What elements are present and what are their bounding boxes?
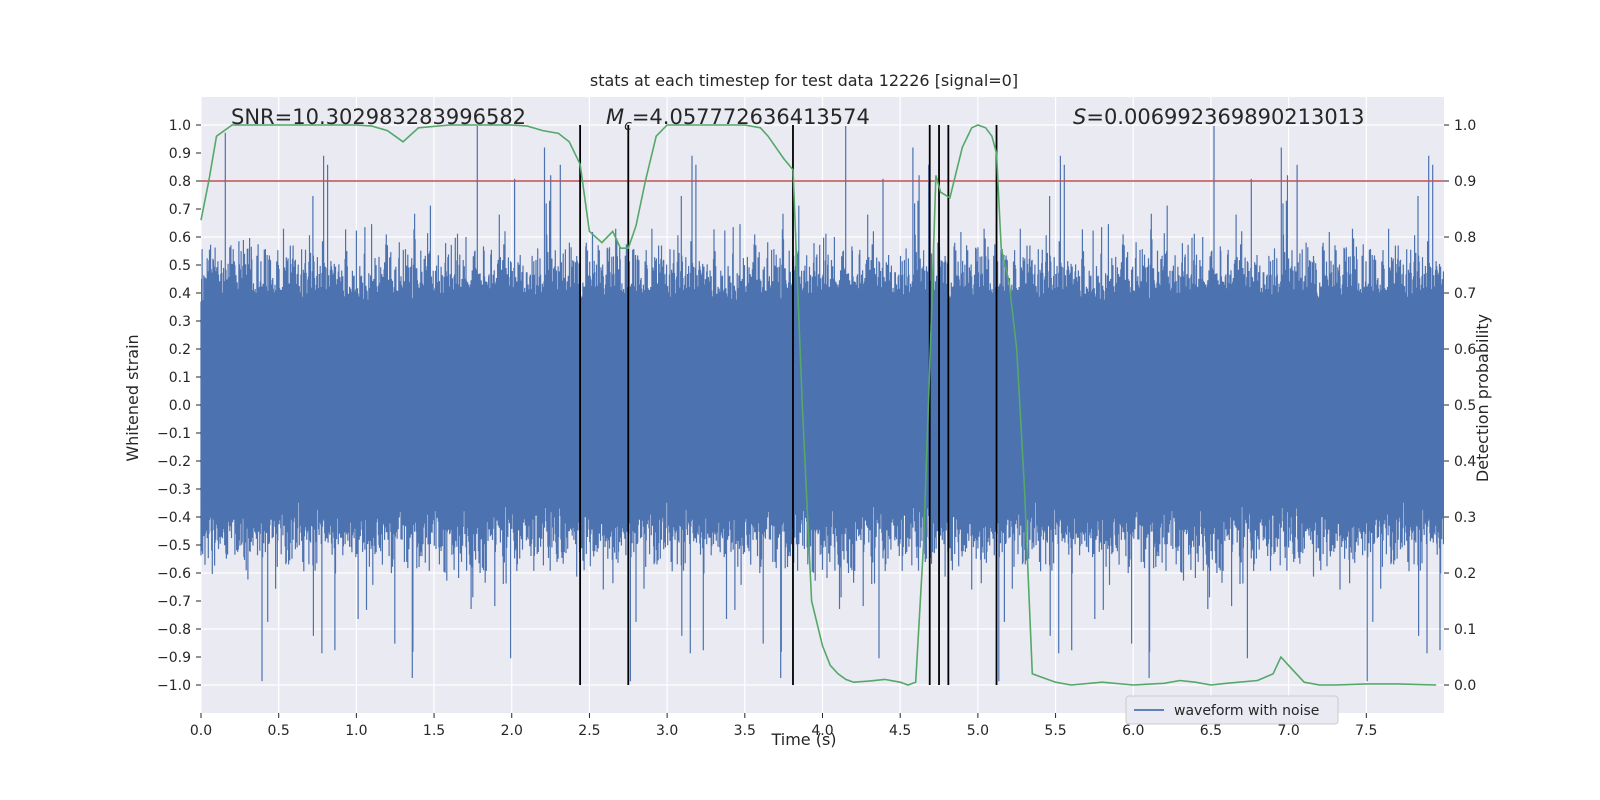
y-left-tick-label: −0.7 bbox=[157, 594, 191, 610]
x-tick-label: 2.5 bbox=[578, 723, 600, 739]
y-right-tick-label: 0.5 bbox=[1454, 398, 1476, 414]
y-right-axis-label: Detection probability bbox=[1473, 314, 1492, 482]
y-left-tick-labels: 1.0 0.9 0.8 0.7 0.6 0.5 0.4 0.3 0.2 0.1 0.0 −0.1 −0.… bbox=[157, 118, 201, 694]
x-tick-label: 0.0 bbox=[190, 723, 212, 739]
y-right-tick-label: 0.2 bbox=[1454, 566, 1476, 582]
y-right-tick-label: 0.7 bbox=[1454, 286, 1476, 302]
x-tick-label: 0.5 bbox=[268, 723, 290, 739]
y-right-tick-label: 0.3 bbox=[1454, 510, 1476, 526]
y-left-tick-label: 1.0 bbox=[169, 118, 191, 134]
vertical-markers bbox=[579, 125, 998, 685]
y-left-tick-label: 0.3 bbox=[169, 314, 191, 330]
x-tick-label: 2.0 bbox=[501, 723, 523, 739]
y-right-tick-label: 0.1 bbox=[1454, 622, 1476, 638]
y-left-axis-label: Whitened strain bbox=[123, 334, 142, 461]
y-left-tick-label: 0.9 bbox=[169, 146, 191, 162]
y-left-tick-label: 0.4 bbox=[169, 286, 191, 302]
x-tick-label: 1.0 bbox=[345, 723, 367, 739]
waveform-series bbox=[200, 126, 1444, 682]
x-tick-label: 5.5 bbox=[1044, 723, 1066, 739]
y-right-tick-labels: 1.0 0.9 0.8 0.7 0.6 0.5 0.4 0.3 0.2 0.1 0.0 bbox=[1444, 118, 1476, 694]
x-tick-label: 7.5 bbox=[1355, 723, 1377, 739]
y-left-tick-label: −0.6 bbox=[157, 566, 191, 582]
y-left-tick-label: 0.8 bbox=[169, 174, 191, 190]
legend: waveform with noise bbox=[1125, 695, 1339, 725]
chirp-mass-subscript: c bbox=[624, 118, 632, 134]
detection-probability-line bbox=[200, 124, 1437, 686]
x-tick-label: 7.0 bbox=[1277, 723, 1299, 739]
y-left-tick-label: −0.9 bbox=[157, 650, 191, 666]
y-right-tick-label: 0.4 bbox=[1454, 454, 1476, 470]
x-tick-label: 4.5 bbox=[889, 723, 911, 739]
x-tick-label: 6.0 bbox=[1122, 723, 1144, 739]
s-annotation: S=0.006992369890213013 bbox=[1073, 105, 1364, 129]
y-left-tick-label: 0.7 bbox=[169, 202, 191, 218]
x-tick-label: 4.0 bbox=[811, 723, 833, 739]
x-tick-label: 5.0 bbox=[967, 723, 989, 739]
legend-label-waveform: waveform with noise bbox=[1174, 703, 1319, 719]
x-tick-label: 6.5 bbox=[1200, 723, 1222, 739]
chirp-mass-value: =4.057772636413574 bbox=[632, 105, 870, 129]
y-right-tick-label: 0.0 bbox=[1454, 678, 1476, 694]
y-left-tick-label: 0.1 bbox=[169, 370, 191, 386]
x-tick-label: 3.0 bbox=[656, 723, 678, 739]
s-value: =0.006992369890213013 bbox=[1086, 105, 1364, 129]
chart-title: stats at each timestep for test data 122… bbox=[590, 71, 1018, 90]
y-right-tick-label: 0.8 bbox=[1454, 230, 1476, 246]
waveform-core-band bbox=[201, 312, 1444, 498]
y-left-tick-label: −0.8 bbox=[157, 622, 191, 638]
y-left-tick-label: 0.6 bbox=[169, 230, 191, 246]
y-left-tick-label: 0.0 bbox=[169, 398, 191, 414]
y-right-tick-label: 1.0 bbox=[1454, 118, 1476, 134]
y-right-tick-label: 0.6 bbox=[1454, 342, 1476, 358]
y-left-tick-label: −0.4 bbox=[157, 510, 191, 526]
chirp-mass-annotation: Mc=4.057772636413574 bbox=[606, 105, 870, 134]
legend-box bbox=[1125, 695, 1339, 725]
y-right-tick-label: 0.9 bbox=[1454, 174, 1476, 190]
y-left-tick-label: −0.2 bbox=[157, 454, 191, 470]
y-left-tick-label: −0.5 bbox=[157, 538, 191, 554]
snr-annotation: SNR=10.302983283996582 bbox=[231, 105, 526, 129]
y-left-tick-label: −0.3 bbox=[157, 482, 191, 498]
x-tick-labels: 0.0 0.5 1.0 1.5 2.0 2.5 3.0 3.5 4.0 4.5 5.0 5.5 6.0 6… bbox=[190, 713, 1377, 739]
chirp-mass-symbol: M bbox=[606, 105, 624, 129]
y-left-tick-label: 0.2 bbox=[169, 342, 191, 358]
x-axis-label: Time (s) bbox=[770, 730, 836, 749]
x-tick-label: 3.5 bbox=[734, 723, 756, 739]
s-symbol: S bbox=[1073, 105, 1086, 129]
x-tick-label: 1.5 bbox=[423, 723, 445, 739]
y-left-tick-label: 0.5 bbox=[169, 258, 191, 274]
y-left-tick-label: −0.1 bbox=[157, 426, 191, 442]
y-left-tick-label: −1.0 bbox=[157, 678, 191, 694]
